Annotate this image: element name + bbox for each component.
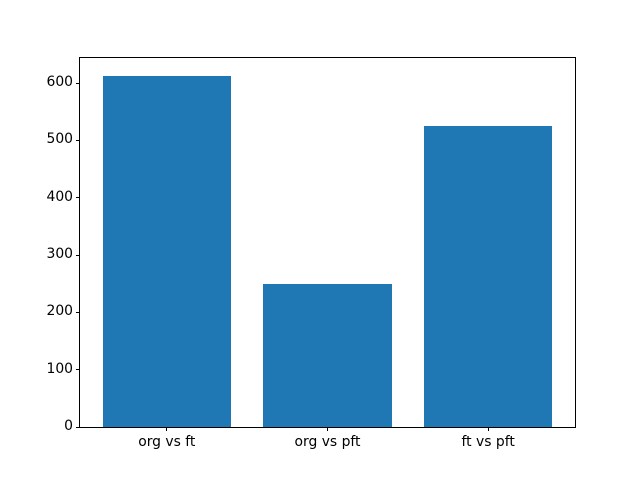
y-axis-tick-label: 0 — [64, 418, 73, 434]
y-axis-tick — [76, 139, 80, 141]
y-axis-tick-label: 400 — [46, 188, 73, 205]
y-axis-tick — [76, 369, 80, 371]
bar-org-vs-pft — [263, 284, 392, 427]
plot-inner-area — [80, 58, 575, 427]
y-axis-tick — [76, 311, 80, 313]
y-axis-tick-label: 100 — [46, 360, 73, 377]
axes-plot-area — [79, 57, 576, 428]
x-axis-tick — [166, 427, 168, 431]
x-axis-tick-label: ft vs pft — [461, 434, 515, 450]
bar-ft-vs-pft — [423, 126, 553, 427]
y-axis-tick-label: 500 — [46, 131, 73, 148]
x-axis-tick-label: org vs ft — [138, 434, 196, 450]
x-axis-tick-label: org vs pft — [294, 434, 361, 450]
y-axis-tick-label: 300 — [46, 246, 73, 262]
y-axis-tick — [76, 82, 80, 84]
x-axis-tick — [327, 427, 328, 431]
y-axis-tick — [76, 426, 80, 428]
x-axis-tick — [487, 427, 489, 431]
y-axis-tick — [76, 254, 80, 256]
y-axis-tick-label: 600 — [46, 74, 73, 90]
y-axis-tick-label: 200 — [46, 303, 73, 320]
bar-org-vs-ft — [102, 75, 232, 427]
y-axis-tick — [76, 197, 80, 199]
